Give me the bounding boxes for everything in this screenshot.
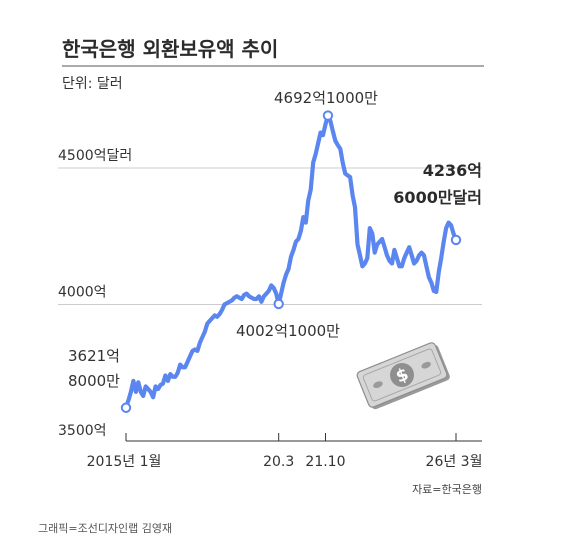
annotations-group bbox=[120, 110, 462, 413]
source-label: 자료=한국은행 bbox=[412, 483, 482, 496]
x-tick-label-2: 21.10 bbox=[305, 454, 345, 470]
y-tick-label-4500: 4500억달러 bbox=[58, 148, 132, 164]
x-tick-label-0: 2015년 1월 bbox=[87, 454, 162, 470]
annotation-end-line1: 4236억 bbox=[423, 161, 482, 180]
annotation-start-line1: 3621억 bbox=[68, 347, 120, 365]
annotation-marker-3 bbox=[450, 234, 462, 246]
series-group bbox=[123, 113, 459, 410]
annotation-marker-2 bbox=[322, 110, 334, 121]
series-line bbox=[123, 113, 459, 410]
y-tick-label-3500: 3500억 bbox=[58, 423, 107, 439]
annotation-peak: 4692억1000만 bbox=[274, 89, 378, 107]
x-tick-label-1: 20.3 bbox=[263, 454, 294, 470]
credit-label: 그래픽=조선디자인랩 김영재 bbox=[38, 522, 172, 535]
annotation-marker-1 bbox=[273, 298, 284, 310]
gridlines: 3500억 4000억 4500억달러 bbox=[58, 148, 482, 439]
chart-title: 한국은행 외환보유액 추이 bbox=[62, 37, 278, 61]
unit-label: 단위: 달러 bbox=[62, 76, 123, 92]
annotation-marker-0 bbox=[120, 402, 132, 413]
x-tick-label-3: 26년 3월 bbox=[426, 454, 483, 470]
x-axis-ticks: 2015년 1월 20.3 21.10 26년 3월 bbox=[87, 433, 483, 470]
annotation-start-line2: 8000만 bbox=[68, 372, 120, 390]
dollar-bill-icon: $ bbox=[356, 342, 450, 410]
y-tick-label-4000: 4000억 bbox=[58, 285, 107, 301]
annotation-end-line2: 6000만달러 bbox=[393, 188, 482, 207]
annotation-low: 4002억1000만 bbox=[236, 322, 340, 340]
